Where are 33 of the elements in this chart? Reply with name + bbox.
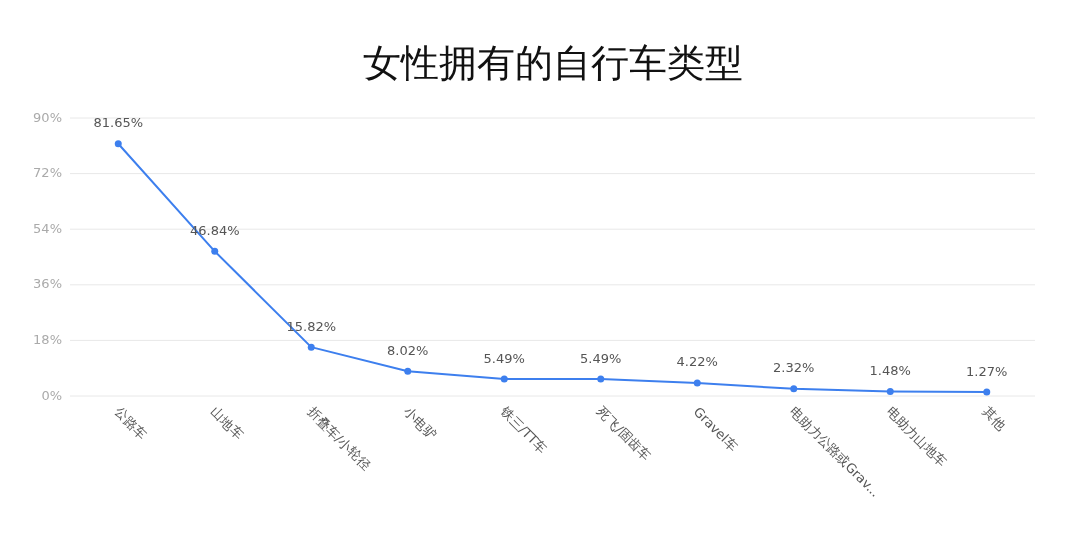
point bbox=[500, 375, 508, 383]
x-tick-label: 折叠车/小轮径 bbox=[304, 403, 374, 473]
data-label: 5.49% bbox=[483, 350, 525, 366]
point bbox=[790, 385, 798, 393]
y-tick-label: 54% bbox=[33, 220, 62, 236]
x-tick-label: 小电驴 bbox=[401, 403, 440, 443]
data-label: 4.22% bbox=[676, 354, 718, 370]
y-tick-label: 36% bbox=[33, 276, 62, 292]
point bbox=[983, 388, 991, 396]
point bbox=[886, 387, 894, 395]
data-label: 2.32% bbox=[773, 360, 815, 376]
x-tick-label: 死飞/固齿车 bbox=[594, 403, 654, 464]
data-label: 1.27% bbox=[966, 363, 1008, 379]
y-tick-label: 0% bbox=[41, 387, 62, 403]
point bbox=[693, 379, 701, 387]
x-tick-label: 其他 bbox=[980, 403, 1010, 433]
x-tick-label: 铁三/TT车 bbox=[496, 403, 551, 457]
data-label: 81.65% bbox=[93, 115, 144, 131]
point bbox=[211, 247, 219, 255]
x-tick-label: 电助力山地车 bbox=[883, 403, 950, 470]
x-tick-label: 山地车 bbox=[208, 403, 247, 443]
data-label: 8.02% bbox=[387, 342, 429, 358]
y-tick-label: 18% bbox=[33, 331, 62, 347]
point bbox=[404, 367, 412, 375]
data-label: 5.49% bbox=[580, 350, 622, 366]
y-tick-label: 72% bbox=[33, 165, 62, 181]
x-tick-label: 公路车 bbox=[111, 403, 150, 443]
point bbox=[307, 343, 315, 351]
title: 女性拥有的自行车类型 bbox=[362, 41, 743, 85]
data-label: 1.48% bbox=[869, 362, 911, 378]
point bbox=[114, 140, 122, 148]
point bbox=[597, 375, 605, 383]
y-tick-label: 90% bbox=[33, 109, 62, 125]
